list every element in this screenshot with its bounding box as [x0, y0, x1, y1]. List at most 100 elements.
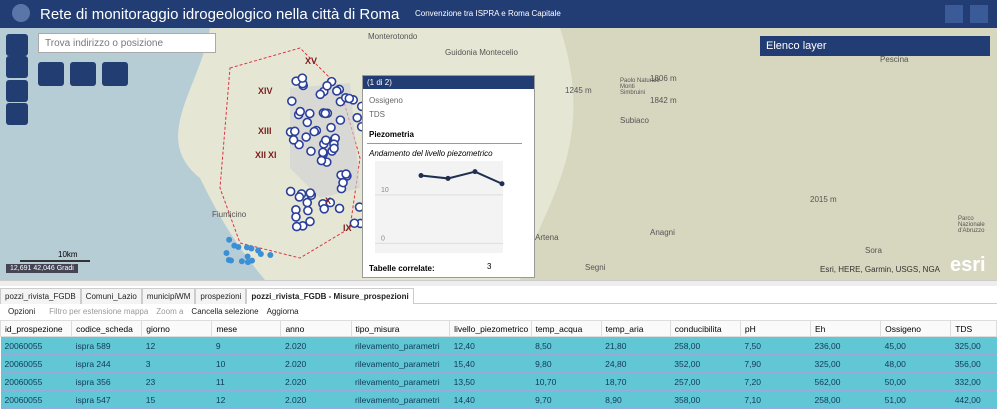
app-subtitle: Convenzione tra ISPRA e Roma Capitale — [415, 9, 561, 18]
map-label: Parco Nazionale d'Abruzzo — [958, 216, 985, 234]
cell: 15 — [141, 390, 212, 409]
cell: 257,00 — [670, 372, 741, 391]
tab[interactable]: municipiWM — [141, 288, 196, 304]
cell: ispra 589 — [71, 336, 142, 355]
cell: 20060055 — [0, 372, 72, 391]
column-header: Ossigeno — [880, 320, 952, 337]
y-tick-label: 0 — [381, 235, 385, 242]
coordinates: 12,691 42,046 Gradi — [6, 264, 78, 273]
well — [255, 247, 262, 254]
toolbar-button[interactable]: Zoom a — [156, 307, 184, 316]
map-label: Subiaco — [620, 116, 649, 125]
table-toolbar: Opzioni Filtro per estensione mappa Zoom a… — [0, 305, 997, 319]
search-placeholder: Trova indirizzo o posizione — [45, 38, 164, 49]
search-box[interactable]: Trova indirizzo o posizione — [38, 33, 216, 53]
popup-header: (1 di 2) — [363, 76, 534, 89]
well — [326, 122, 336, 133]
well — [223, 250, 230, 257]
toolbar-button[interactable]: Opzioni — [8, 307, 36, 316]
cell: 325,00 — [810, 354, 881, 373]
well — [329, 143, 339, 154]
well — [341, 169, 351, 179]
map-label: Pescina — [880, 55, 909, 64]
map-label: XV — [305, 56, 318, 66]
cell: 2.020 — [280, 372, 352, 391]
cell: 352,00 — [670, 354, 741, 373]
column-header: giorno — [141, 320, 213, 337]
well — [302, 117, 313, 128]
well — [319, 204, 330, 214]
point — [418, 173, 424, 179]
well — [316, 155, 327, 166]
cell: 356,00 — [950, 354, 997, 373]
zoom-in[interactable] — [6, 34, 28, 56]
layer-panel-title: Elenco layer — [766, 40, 827, 52]
cell: rilevamento_parametri — [351, 354, 450, 373]
table-row[interactable]: 20060055 ispra 547 15 12 2.020 rilevamento_pa… — [0, 390, 997, 409]
well — [322, 81, 332, 91]
table-row[interactable]: 20060055 ispra 244 3 10 2.020 rilevamento_par… — [0, 354, 997, 373]
cell: ispra 356 — [71, 372, 142, 391]
tab[interactable]: pozzi_rivista_FGDB — [0, 288, 81, 304]
map-label: X — [325, 196, 332, 206]
cell: 7,20 — [740, 372, 811, 391]
toolbar-button[interactable]: Cancella selezione — [191, 307, 259, 316]
well — [318, 147, 328, 158]
related-count[interactable]: 3 — [487, 262, 492, 271]
cell: 2.020 — [280, 336, 352, 355]
locate[interactable] — [6, 103, 28, 125]
map-label: Segni — [585, 263, 606, 272]
tab[interactable]: Comuni_Lazio — [80, 288, 142, 304]
table-row[interactable]: 20060055 ispra 589 12 9 2.020 rilevamento_par… — [0, 336, 997, 355]
popup-field: Ossigeno — [369, 96, 403, 105]
layer-panel[interactable]: Elenco layer — [760, 36, 990, 56]
column-header: codice_scheda — [71, 320, 143, 337]
map-canvas — [0, 28, 997, 280]
tabs: pozzi_rivista_FGDB Comuni_Lazio municipiWM… — [0, 288, 997, 304]
toolbar-button[interactable]: Filtro per estensione mappa — [49, 307, 149, 316]
mountains — [520, 28, 997, 280]
chart-tool[interactable] — [38, 62, 64, 86]
related-label: Tabelle correlate: — [369, 264, 435, 273]
column-header: mese — [211, 320, 282, 337]
toolbar-button[interactable]: Aggiorna — [266, 307, 299, 316]
select-tool[interactable] — [70, 62, 96, 86]
column-header: anno — [280, 320, 352, 337]
cell: 48,00 — [880, 354, 951, 373]
tab[interactable]: prospezioni — [195, 288, 247, 304]
cell: 14,40 — [449, 390, 532, 409]
column-header: temp_acqua — [530, 320, 602, 337]
cell: 8,90 — [601, 390, 671, 409]
column-header: Eh — [809, 320, 882, 337]
tab[interactable]: pozzi_rivista_FGDB - Misure_prospezioni — [246, 288, 414, 304]
well — [305, 216, 315, 227]
layers-button[interactable] — [970, 5, 988, 23]
cell: 18,70 — [601, 372, 671, 391]
splitter[interactable] — [0, 280, 997, 286]
zoom-out[interactable] — [6, 56, 28, 78]
legend-button[interactable] — [945, 5, 963, 23]
well — [231, 242, 238, 249]
table-row[interactable]: 20060055 ispra 356 23 11 2.020 rilevamento_pa… — [0, 372, 997, 391]
cell: 20060055 — [0, 390, 72, 409]
well — [291, 212, 301, 222]
popup-chart: 0 10 — [375, 161, 505, 253]
map[interactable]: Trova indirizzo o posizione Monterotondo… — [0, 28, 997, 280]
cell: rilevamento_parametri — [351, 390, 450, 409]
map-label: XI — [268, 150, 277, 160]
draw-tool[interactable] — [102, 62, 128, 86]
map-label: Fiumicino — [212, 210, 247, 219]
map-label: Sora — [865, 246, 882, 255]
popup-section: Piezometria — [369, 130, 414, 139]
point — [445, 175, 451, 181]
cell: 358,00 — [670, 390, 741, 409]
popup-counter: (1 di 2) — [367, 78, 392, 87]
well — [295, 106, 306, 117]
cell: 325,00 — [950, 336, 997, 355]
divider — [367, 143, 522, 144]
well — [320, 108, 331, 119]
sea — [0, 28, 265, 280]
y-tick-label: 10 — [381, 187, 389, 194]
well — [238, 258, 245, 265]
home[interactable] — [6, 80, 28, 102]
